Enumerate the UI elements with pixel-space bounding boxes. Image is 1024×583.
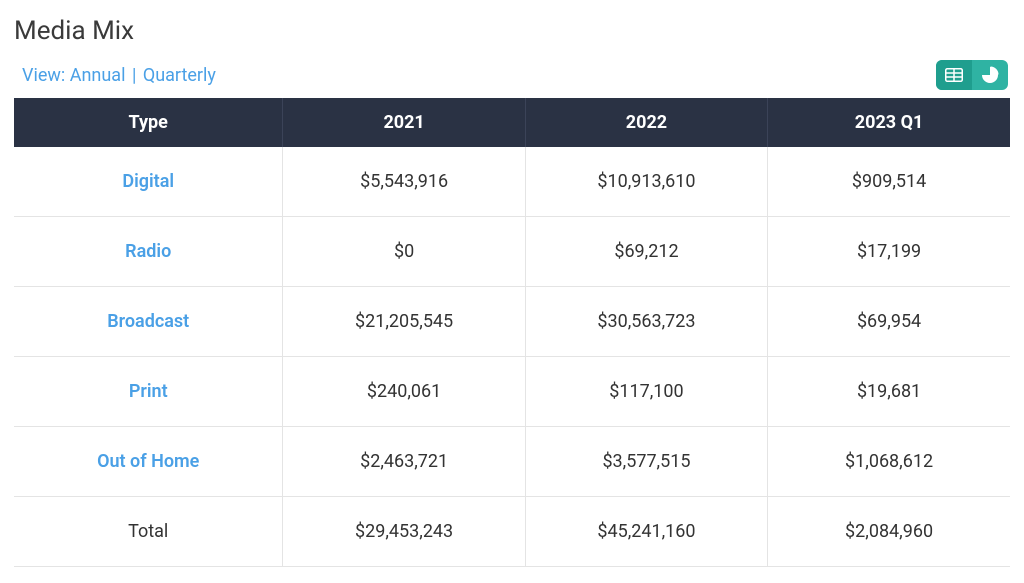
view-annual-link[interactable]: Annual: [70, 65, 126, 86]
cell-value: $2,463,721: [283, 427, 525, 497]
table-row: Out of Home$2,463,721$3,577,515$1,068,61…: [14, 427, 1010, 497]
cell-value: $30,563,723: [525, 287, 767, 357]
cell-value: $2,084,960: [768, 497, 1010, 567]
table-row: Broadcast$21,205,545$30,563,723$69,954: [14, 287, 1010, 357]
cell-value: $117,100: [525, 357, 767, 427]
cell-value: $0: [283, 217, 525, 287]
cell-value: $29,453,243: [283, 497, 525, 567]
controls-bar: View: Annual | Quarterly: [14, 60, 1010, 90]
view-prefix: View:: [22, 65, 65, 86]
table-row: Print$240,061$117,100$19,681: [14, 357, 1010, 427]
table-row: Radio$0$69,212$17,199: [14, 217, 1010, 287]
cell-value: $10,913,610: [525, 147, 767, 217]
row-type-link[interactable]: Out of Home: [14, 427, 283, 497]
cell-value: $909,514: [768, 147, 1010, 217]
row-type-link[interactable]: Digital: [14, 147, 283, 217]
cell-value: $17,199: [768, 217, 1010, 287]
media-mix-table: Type 2021 2022 2023 Q1 Digital$5,543,916…: [14, 98, 1010, 567]
column-header-type: Type: [14, 98, 283, 147]
column-header-2021: 2021: [283, 98, 525, 147]
row-type-link[interactable]: Radio: [14, 217, 283, 287]
row-type-link[interactable]: Broadcast: [14, 287, 283, 357]
page-title: Media Mix: [14, 16, 1010, 46]
row-type-total: Total: [14, 497, 283, 567]
cell-value: $240,061: [283, 357, 525, 427]
view-quarterly-link[interactable]: Quarterly: [143, 65, 216, 86]
cell-value: $1,068,612: [768, 427, 1010, 497]
table-icon: [945, 68, 963, 82]
cell-value: $5,543,916: [283, 147, 525, 217]
cell-value: $69,212: [525, 217, 767, 287]
row-type-link[interactable]: Print: [14, 357, 283, 427]
cell-value: $3,577,515: [525, 427, 767, 497]
table-body: Digital$5,543,916$10,913,610$909,514Radi…: [14, 147, 1010, 567]
pie-chart-icon: [981, 66, 999, 84]
view-separator: |: [132, 65, 136, 86]
chart-view-button[interactable]: [972, 60, 1008, 90]
column-header-2023q1: 2023 Q1: [768, 98, 1010, 147]
table-row: Digital$5,543,916$10,913,610$909,514: [14, 147, 1010, 217]
table-header-row: Type 2021 2022 2023 Q1: [14, 98, 1010, 147]
view-links: View: Annual | Quarterly: [22, 65, 216, 86]
table-view-button[interactable]: [936, 60, 972, 90]
table-row: Total$29,453,243$45,241,160$2,084,960: [14, 497, 1010, 567]
cell-value: $45,241,160: [525, 497, 767, 567]
cell-value: $19,681: [768, 357, 1010, 427]
view-toggle-group: [936, 60, 1008, 90]
column-header-2022: 2022: [525, 98, 767, 147]
cell-value: $69,954: [768, 287, 1010, 357]
cell-value: $21,205,545: [283, 287, 525, 357]
